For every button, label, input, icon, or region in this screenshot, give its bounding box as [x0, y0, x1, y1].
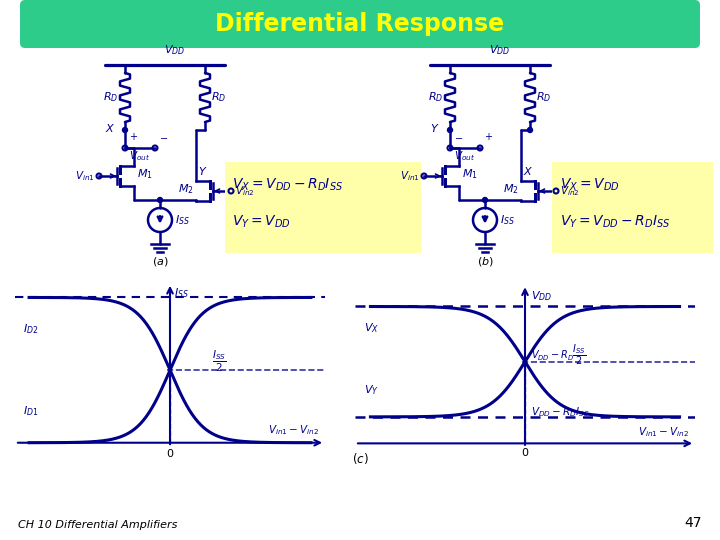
Text: $I_{SS}$: $I_{SS}$ — [174, 286, 189, 300]
Text: $V_{out}$: $V_{out}$ — [129, 149, 150, 163]
Text: 47: 47 — [685, 516, 702, 530]
Text: $V_{in1}$: $V_{in1}$ — [76, 169, 95, 183]
Text: $R_D$: $R_D$ — [104, 91, 119, 104]
Text: 0: 0 — [521, 448, 528, 458]
Text: $V_X = V_{DD} - R_D I_{SS}$: $V_X = V_{DD} - R_D I_{SS}$ — [232, 177, 343, 193]
Text: $M_2$: $M_2$ — [179, 182, 194, 196]
FancyBboxPatch shape — [225, 162, 421, 253]
Text: $V_{DD}$: $V_{DD}$ — [164, 43, 186, 57]
Text: $R_D$: $R_D$ — [212, 91, 227, 104]
Text: $V_Y = V_{DD}$: $V_Y = V_{DD}$ — [232, 214, 291, 230]
Text: $(b)$: $(b)$ — [477, 255, 493, 268]
Text: $I_{D1}$: $I_{D1}$ — [24, 404, 39, 417]
Text: $V_{DD}$: $V_{DD}$ — [490, 43, 510, 57]
Text: $V_{out}$: $V_{out}$ — [454, 149, 475, 163]
Text: $V_{in2}$: $V_{in2}$ — [560, 184, 580, 198]
Text: $+$: $+$ — [484, 131, 493, 142]
Circle shape — [528, 127, 533, 132]
Text: $V_{DD}$: $V_{DD}$ — [531, 289, 552, 302]
Text: $R_D$: $R_D$ — [536, 91, 552, 104]
Text: $(a)$: $(a)$ — [152, 255, 168, 268]
Text: $I_{SS}$: $I_{SS}$ — [175, 213, 190, 227]
Text: $(c)$: $(c)$ — [351, 450, 369, 465]
Text: $V_{in1}$: $V_{in1}$ — [400, 169, 420, 183]
Text: $V_{in2}$: $V_{in2}$ — [235, 184, 255, 198]
Text: $X$: $X$ — [523, 165, 534, 177]
Text: $V_{in1} - V_{in2}$: $V_{in1} - V_{in2}$ — [269, 423, 320, 437]
Text: $M_2$: $M_2$ — [503, 182, 519, 196]
Text: +: + — [129, 132, 137, 142]
Text: $I_{D2}$: $I_{D2}$ — [24, 322, 39, 336]
Text: $V_{DD} - R_D\dfrac{I_{SS}}{2}$: $V_{DD} - R_D\dfrac{I_{SS}}{2}$ — [531, 343, 587, 368]
Text: $Y$: $Y$ — [431, 122, 440, 134]
Circle shape — [158, 198, 163, 202]
Text: $R_D$: $R_D$ — [428, 91, 444, 104]
Text: $M_1$: $M_1$ — [462, 167, 478, 181]
FancyBboxPatch shape — [20, 0, 700, 48]
Text: $-$: $-$ — [454, 132, 463, 142]
Text: $V_Y$: $V_Y$ — [364, 383, 379, 397]
Text: $\dfrac{I_{SS}}{2}$: $\dfrac{I_{SS}}{2}$ — [212, 349, 227, 374]
Text: $V_Y = V_{DD} - R_D I_{SS}$: $V_Y = V_{DD} - R_D I_{SS}$ — [560, 214, 670, 230]
Text: $V_X = V_{DD}$: $V_X = V_{DD}$ — [560, 177, 620, 193]
Text: $Y$: $Y$ — [198, 165, 207, 177]
Circle shape — [122, 127, 127, 132]
Text: CH 10 Differential Amplifiers: CH 10 Differential Amplifiers — [18, 520, 177, 530]
Circle shape — [482, 198, 487, 202]
Text: $I_{SS}$: $I_{SS}$ — [500, 213, 515, 227]
FancyBboxPatch shape — [552, 162, 713, 253]
Text: $V_{DD} - R_D I_{SS}$: $V_{DD} - R_D I_{SS}$ — [531, 406, 590, 420]
Text: $X$: $X$ — [104, 122, 115, 134]
Text: $V_{in1} - V_{in2}$: $V_{in1} - V_{in2}$ — [638, 425, 689, 439]
Text: $V_X$: $V_X$ — [364, 322, 379, 335]
Circle shape — [448, 127, 452, 132]
Text: $-$: $-$ — [159, 132, 168, 142]
Text: Differential Response: Differential Response — [215, 12, 505, 36]
Text: $M_1$: $M_1$ — [137, 167, 153, 181]
Text: 0: 0 — [166, 449, 174, 458]
